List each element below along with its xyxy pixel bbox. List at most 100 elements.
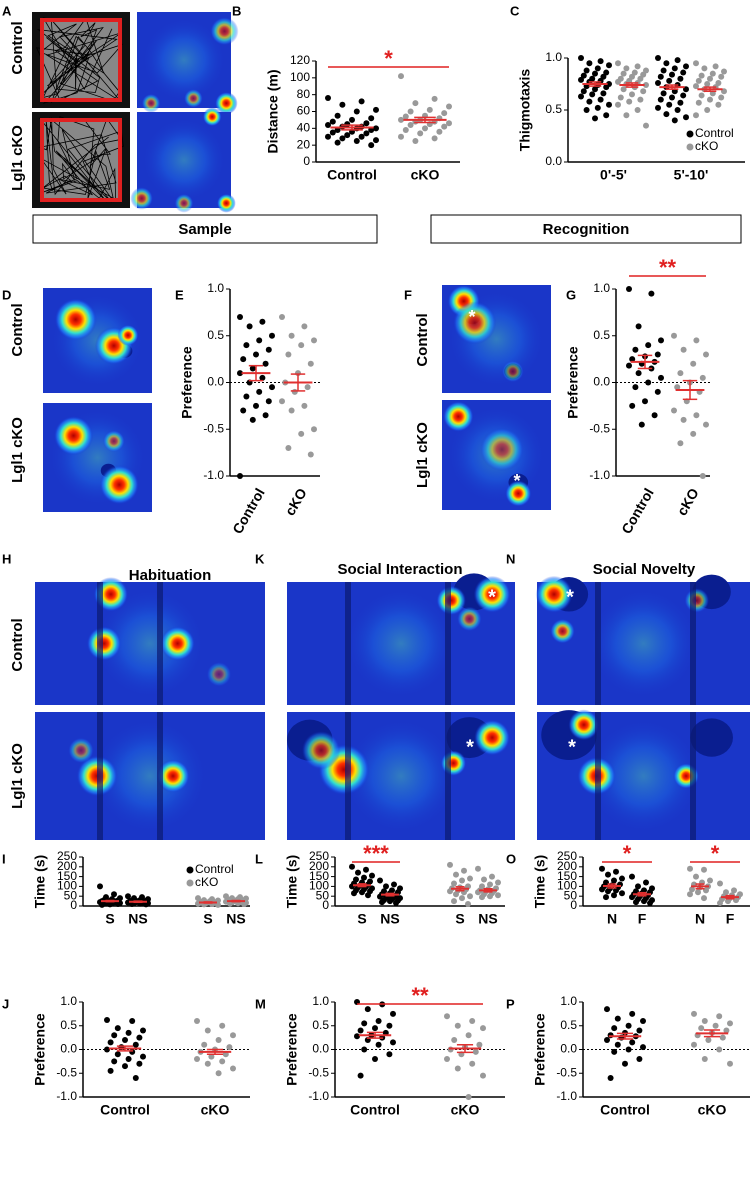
- significance-label: *: [384, 46, 393, 71]
- data-point: [140, 1053, 146, 1060]
- data-point: [364, 1006, 371, 1013]
- panel-letter: C: [510, 3, 520, 18]
- data-point: [358, 133, 365, 140]
- heat-blob: [535, 575, 573, 613]
- significance-label: *: [711, 841, 720, 866]
- y-tick-label: 1.0: [207, 281, 224, 295]
- divider: [97, 582, 103, 705]
- data-point: [241, 901, 247, 908]
- data-point: [311, 426, 317, 433]
- x-tick-label: S: [203, 911, 212, 927]
- heat-blob: [443, 401, 474, 432]
- data-point: [640, 1044, 646, 1051]
- heat-haze: [585, 718, 702, 834]
- panel-letter: N: [506, 551, 515, 566]
- data-point: [705, 1037, 712, 1043]
- data-point: [431, 95, 438, 102]
- data-point: [453, 891, 459, 898]
- data-point: [111, 891, 117, 898]
- panel-letter: B: [232, 3, 241, 18]
- data-point: [125, 893, 131, 900]
- data-point: [375, 1018, 382, 1024]
- data-point: [586, 60, 593, 67]
- data-point: [698, 1025, 705, 1032]
- heatmap-title: Social Novelty: [593, 561, 696, 578]
- data-point: [603, 84, 610, 91]
- data-point: [453, 871, 459, 878]
- heat-blob: [206, 661, 232, 687]
- divider: [157, 712, 163, 840]
- y-axis-label: Distance (m): [265, 69, 281, 153]
- x-tick-label: NS: [380, 911, 399, 927]
- data-point: [288, 332, 295, 339]
- data-point: [715, 101, 722, 108]
- data-point: [690, 430, 697, 437]
- row-label: Lgl1 cKO: [9, 743, 26, 809]
- data-point: [723, 1027, 730, 1034]
- row-label: Control: [9, 21, 26, 74]
- heat-haze: [94, 588, 206, 699]
- data-point: [693, 412, 700, 419]
- data-point: [642, 398, 648, 405]
- y-tick-label: 100: [290, 70, 310, 84]
- data-point: [365, 892, 371, 899]
- data-point: [373, 125, 379, 132]
- heat-blob: [160, 626, 195, 661]
- data-point: [583, 67, 590, 74]
- data-point: [635, 323, 642, 330]
- data-point: [472, 1048, 479, 1055]
- data-point: [606, 101, 612, 108]
- data-point: [701, 1056, 708, 1062]
- data-point: [219, 1058, 226, 1065]
- data-point: [578, 93, 584, 100]
- data-point: [605, 888, 611, 895]
- heatmap: [287, 573, 515, 705]
- data-point: [249, 365, 256, 372]
- data-point: [695, 77, 702, 84]
- data-point: [655, 55, 661, 61]
- data-point: [402, 127, 409, 134]
- data-point: [475, 865, 481, 872]
- y-tick-label: 200: [309, 859, 329, 873]
- x-tick-label: Control: [600, 1102, 650, 1118]
- data-point: [693, 337, 700, 344]
- divider: [97, 712, 103, 840]
- data-point: [622, 1060, 628, 1067]
- data-point: [259, 318, 266, 325]
- data-point: [695, 889, 701, 896]
- heat-blob: [117, 324, 139, 346]
- data-point: [604, 1006, 610, 1013]
- data-point: [658, 337, 664, 344]
- data-point: [363, 130, 370, 137]
- data-point: [412, 100, 419, 107]
- data-point: [634, 63, 641, 70]
- data-point: [136, 1060, 143, 1067]
- data-point: [223, 893, 229, 900]
- data-point: [481, 876, 487, 883]
- data-point: [447, 888, 453, 895]
- heat-blob: [215, 91, 238, 115]
- track-zone: [40, 118, 122, 202]
- data-point: [727, 1020, 733, 1027]
- y-tick-label: -1.0: [556, 1089, 577, 1103]
- data-point: [725, 898, 731, 905]
- data-point: [204, 1060, 211, 1067]
- data-point: [680, 92, 687, 99]
- data-point: [636, 1027, 643, 1034]
- data-point: [641, 898, 647, 905]
- data-point: [607, 1075, 614, 1081]
- data-point: [441, 110, 448, 117]
- significance-label: ***: [363, 841, 389, 866]
- data-point: [351, 890, 357, 897]
- data-point: [698, 92, 705, 99]
- panel-letter: J: [2, 996, 9, 1011]
- data-point: [671, 332, 677, 339]
- data-point: [237, 314, 243, 321]
- data-point: [361, 1020, 368, 1027]
- x-tick-label: 0'-5': [600, 167, 627, 183]
- data-point: [654, 351, 661, 358]
- data-point: [620, 70, 627, 77]
- data-point: [623, 65, 630, 72]
- y-tick-label: 0.5: [593, 328, 610, 342]
- data-point: [592, 115, 598, 122]
